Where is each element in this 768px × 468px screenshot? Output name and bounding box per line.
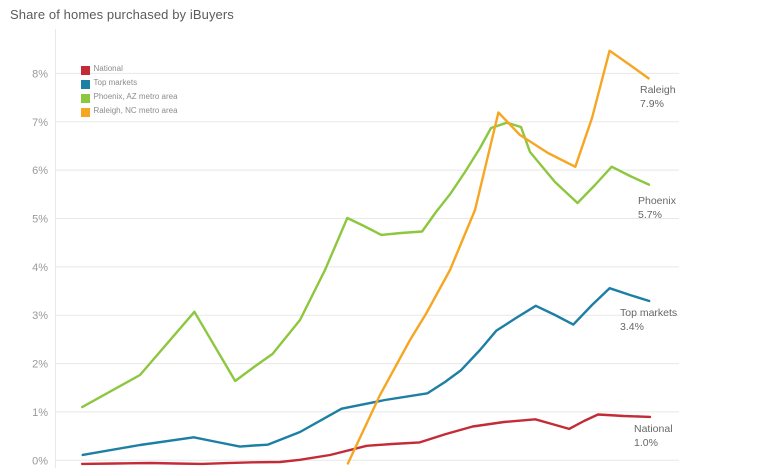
svg-text:7%: 7% (32, 117, 48, 129)
svg-text:6%: 6% (32, 165, 48, 177)
svg-text:8%: 8% (32, 68, 48, 80)
svg-text:2%: 2% (32, 359, 48, 371)
svg-text:5%: 5% (32, 214, 48, 226)
svg-text:1%: 1% (32, 407, 48, 419)
svg-text:4%: 4% (32, 262, 48, 274)
svg-text:3%: 3% (32, 310, 48, 322)
svg-text:0%: 0% (32, 455, 48, 467)
